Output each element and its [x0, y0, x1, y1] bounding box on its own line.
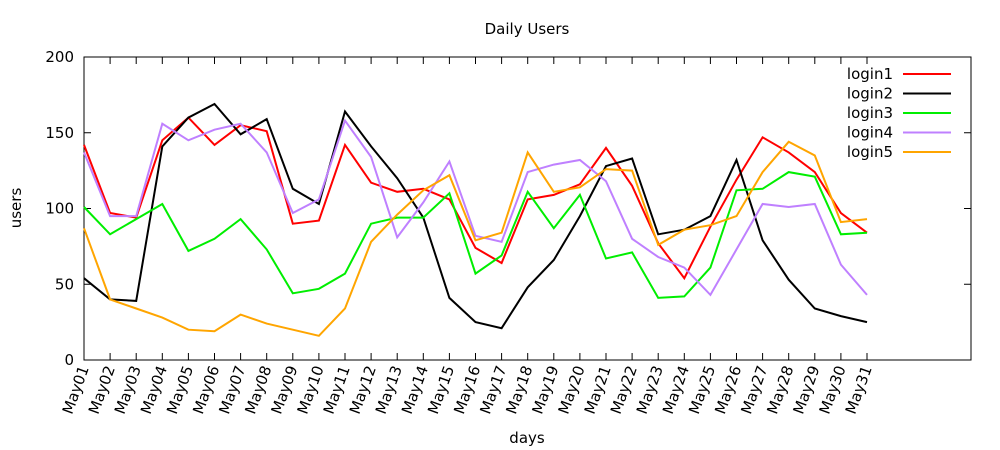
series-line-login2: [83, 102, 868, 330]
series-line-login4: [83, 118, 868, 297]
legend-label-login2: login2: [847, 85, 893, 103]
legend-label-login1: login1: [847, 65, 893, 83]
series-line-login3: [83, 171, 868, 299]
legend-label-login4: login4: [847, 124, 893, 142]
y-tick-label: 100: [45, 200, 74, 218]
chart-title: Daily Users: [485, 20, 570, 38]
y-tick-label: 0: [64, 351, 74, 369]
series-line-login1: [83, 116, 868, 281]
x-axis-title: days: [509, 429, 545, 447]
y-tick-label: 150: [45, 124, 74, 142]
y-tick-label: 50: [55, 275, 74, 293]
y-axis-title: users: [7, 188, 25, 229]
legend-label-login5: login5: [847, 143, 893, 161]
series-lines: [83, 102, 868, 337]
y-axis: 0 50 100 150 200: [45, 48, 971, 369]
y-tick-label: 200: [45, 48, 74, 66]
legend-label-login3: login3: [847, 104, 893, 122]
series-line-login5: [83, 140, 868, 337]
